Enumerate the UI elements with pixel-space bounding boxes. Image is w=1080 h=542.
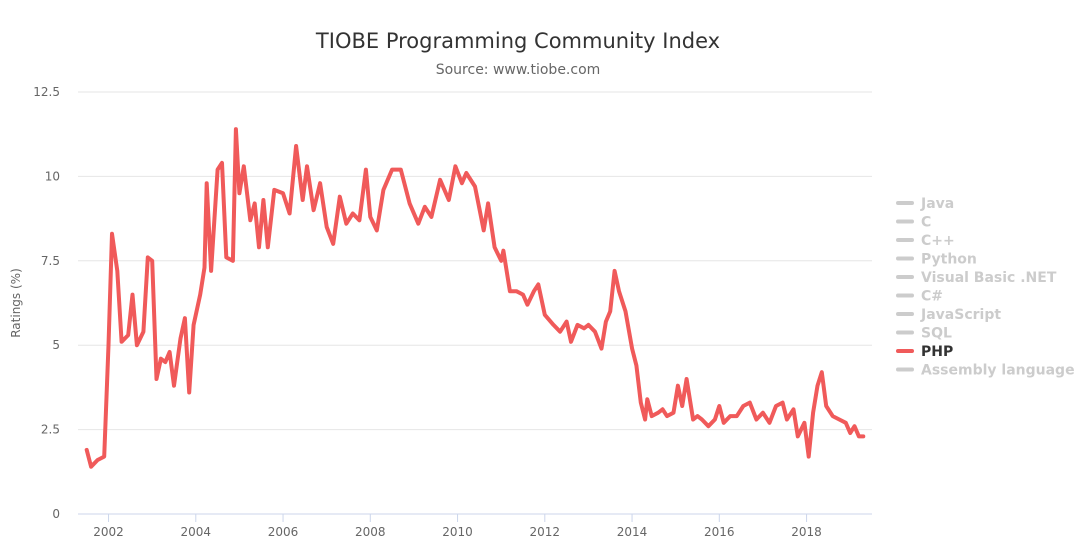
y-tick-label: 5	[52, 338, 60, 352]
y-tick-label: 12.5	[33, 85, 60, 99]
legend-label: Visual Basic .NET	[921, 270, 1057, 286]
legend-item-c[interactable]: C#	[896, 289, 943, 305]
y-axis-ticks: 0 2.5 5 7.5 10 12.5	[33, 85, 60, 521]
x-tick-label: 2008	[355, 525, 386, 539]
legend-label: C#	[921, 289, 943, 305]
x-tick-label: 2006	[268, 525, 299, 539]
legend-swatch	[896, 238, 914, 242]
legend-label: Python	[921, 252, 977, 268]
legend-item-java[interactable]: Java	[896, 196, 954, 212]
legend-item-sql[interactable]: SQL	[896, 326, 952, 342]
x-tick-label: 2012	[530, 525, 561, 539]
chart-title: TIOBE Programming Community Index	[315, 29, 720, 53]
legend-label: JavaScript	[920, 307, 1001, 323]
legend-label: SQL	[921, 326, 952, 342]
legend-swatch	[896, 201, 914, 205]
legend-label: PHP	[921, 344, 953, 360]
legend-swatch	[896, 275, 914, 279]
x-tick-label: 2004	[181, 525, 212, 539]
series-lines	[84, 127, 866, 469]
y-axis-title: Ratings (%)	[9, 268, 23, 338]
legend-item-c[interactable]: C	[896, 215, 931, 231]
legend-swatch	[896, 219, 914, 224]
legend[interactable]: Java C C++ Python Visual Basic .NET C# JavaScr…	[896, 196, 1075, 379]
legend-swatch	[896, 293, 914, 298]
legend-label: C	[921, 215, 931, 231]
legend-swatch	[896, 349, 914, 353]
legend-swatch	[896, 312, 914, 316]
legend-item-visual-basic-net[interactable]: Visual Basic .NET	[896, 270, 1057, 286]
legend-item-c[interactable]: C++	[896, 233, 955, 249]
y-tick-label: 0	[52, 507, 60, 521]
chart-subtitle: Source: www.tiobe.com	[436, 62, 601, 78]
legend-item-javascript[interactable]: JavaScript	[896, 307, 1001, 323]
legend-label: C++	[921, 233, 955, 249]
y-tick-label: 2.5	[41, 423, 60, 437]
legend-item-python[interactable]: Python	[896, 252, 977, 268]
x-tick-label: 2010	[442, 525, 473, 539]
legend-swatch	[896, 330, 914, 335]
y-tick-label: 7.5	[41, 254, 60, 268]
x-tick-label: 2014	[617, 525, 648, 539]
x-tick-label: 2018	[791, 525, 822, 539]
legend-label: Java	[920, 196, 954, 212]
legend-swatch	[896, 367, 914, 372]
x-axis: 2002 2004 2006 2008 2010 2012 2014 2016 2018	[78, 513, 872, 539]
legend-item-php[interactable]: PHP	[896, 344, 953, 360]
legend-item-assembly-language[interactable]: Assembly language	[896, 363, 1075, 379]
legend-swatch	[896, 256, 914, 261]
y-tick-label: 10	[45, 169, 60, 183]
series-line-php	[84, 127, 866, 469]
x-tick-label: 2002	[93, 525, 124, 539]
x-tick-label: 2016	[704, 525, 735, 539]
legend-label: Assembly language	[921, 363, 1075, 379]
